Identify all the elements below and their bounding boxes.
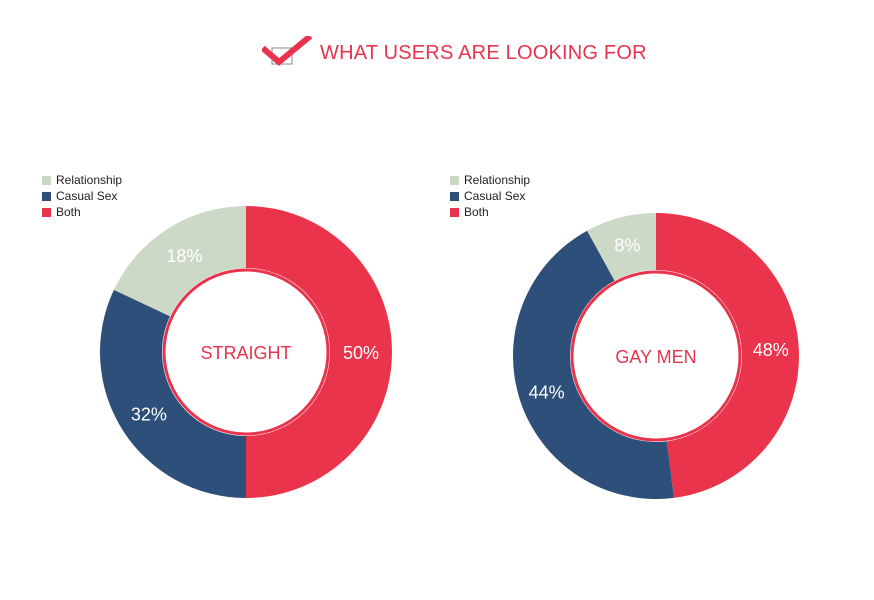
donut-slice-both: [656, 213, 799, 498]
donut-svg: 50% 32% 18% STRAIGHT: [99, 206, 392, 498]
donut-slice-both: [246, 206, 392, 498]
legend-swatch-relationship: [42, 175, 51, 185]
legend-swatch-both: [42, 207, 51, 217]
legend-item-relationship: Relationship: [450, 172, 530, 188]
legend-item-casual-sex: Casual Sex: [450, 188, 530, 204]
slice-value-label: 50%: [343, 343, 379, 363]
donut-slice-casual-sex: [513, 230, 674, 499]
slice-value-label: 18%: [166, 246, 202, 266]
legend-swatch-casual-sex: [42, 191, 51, 201]
chart-legend: Relationship Casual Sex Both: [42, 172, 122, 220]
legend-swatch-relationship: [450, 175, 459, 185]
donut-center-ring: [570, 270, 742, 442]
legend-label: Casual Sex: [56, 189, 118, 203]
slice-value-label: 48%: [753, 340, 789, 360]
legend-label: Relationship: [464, 173, 531, 187]
donut-slice-relationship: [113, 206, 246, 317]
donut-center-title: STRAIGHT: [200, 343, 291, 363]
chart-legend: Relationship Casual Sex Both: [450, 172, 530, 220]
legend-label: Relationship: [56, 173, 123, 187]
slice-value-label: 8%: [614, 236, 640, 256]
page-header: WHAT USERS ARE LOOKING FOR: [260, 33, 647, 70]
donut-center-ring: [162, 268, 330, 436]
legend-item-relationship: Relationship: [42, 172, 122, 188]
donut-svg: 48% 44% 8% GAY MEN: [513, 213, 799, 499]
donut-chart-straight: Relationship Casual Sex Both 50% 32% 18% ST…: [42, 172, 396, 512]
donut-slice-casual-sex: [99, 289, 246, 498]
legend-swatch-casual-sex: [450, 191, 459, 201]
page-title: WHAT USERS ARE LOOKING FOR: [320, 41, 647, 64]
slice-value-label: 44%: [529, 383, 565, 403]
legend-item-both: Both: [450, 204, 530, 220]
legend-label: Both: [56, 205, 81, 219]
donut-center-title: GAY MEN: [615, 347, 696, 367]
legend-item-both: Both: [42, 204, 122, 220]
legend-label: Both: [464, 205, 489, 219]
legend-swatch-both: [450, 207, 459, 217]
donut-chart-gay-men: Relationship Casual Sex Both 48% 44% 8% GAY…: [450, 172, 808, 512]
checkbox-check-icon: [260, 33, 314, 70]
slice-value-label: 32%: [131, 405, 167, 425]
legend-label: Casual Sex: [464, 189, 526, 203]
legend-item-casual-sex: Casual Sex: [42, 188, 122, 204]
donut-slice-relationship: [587, 213, 656, 281]
